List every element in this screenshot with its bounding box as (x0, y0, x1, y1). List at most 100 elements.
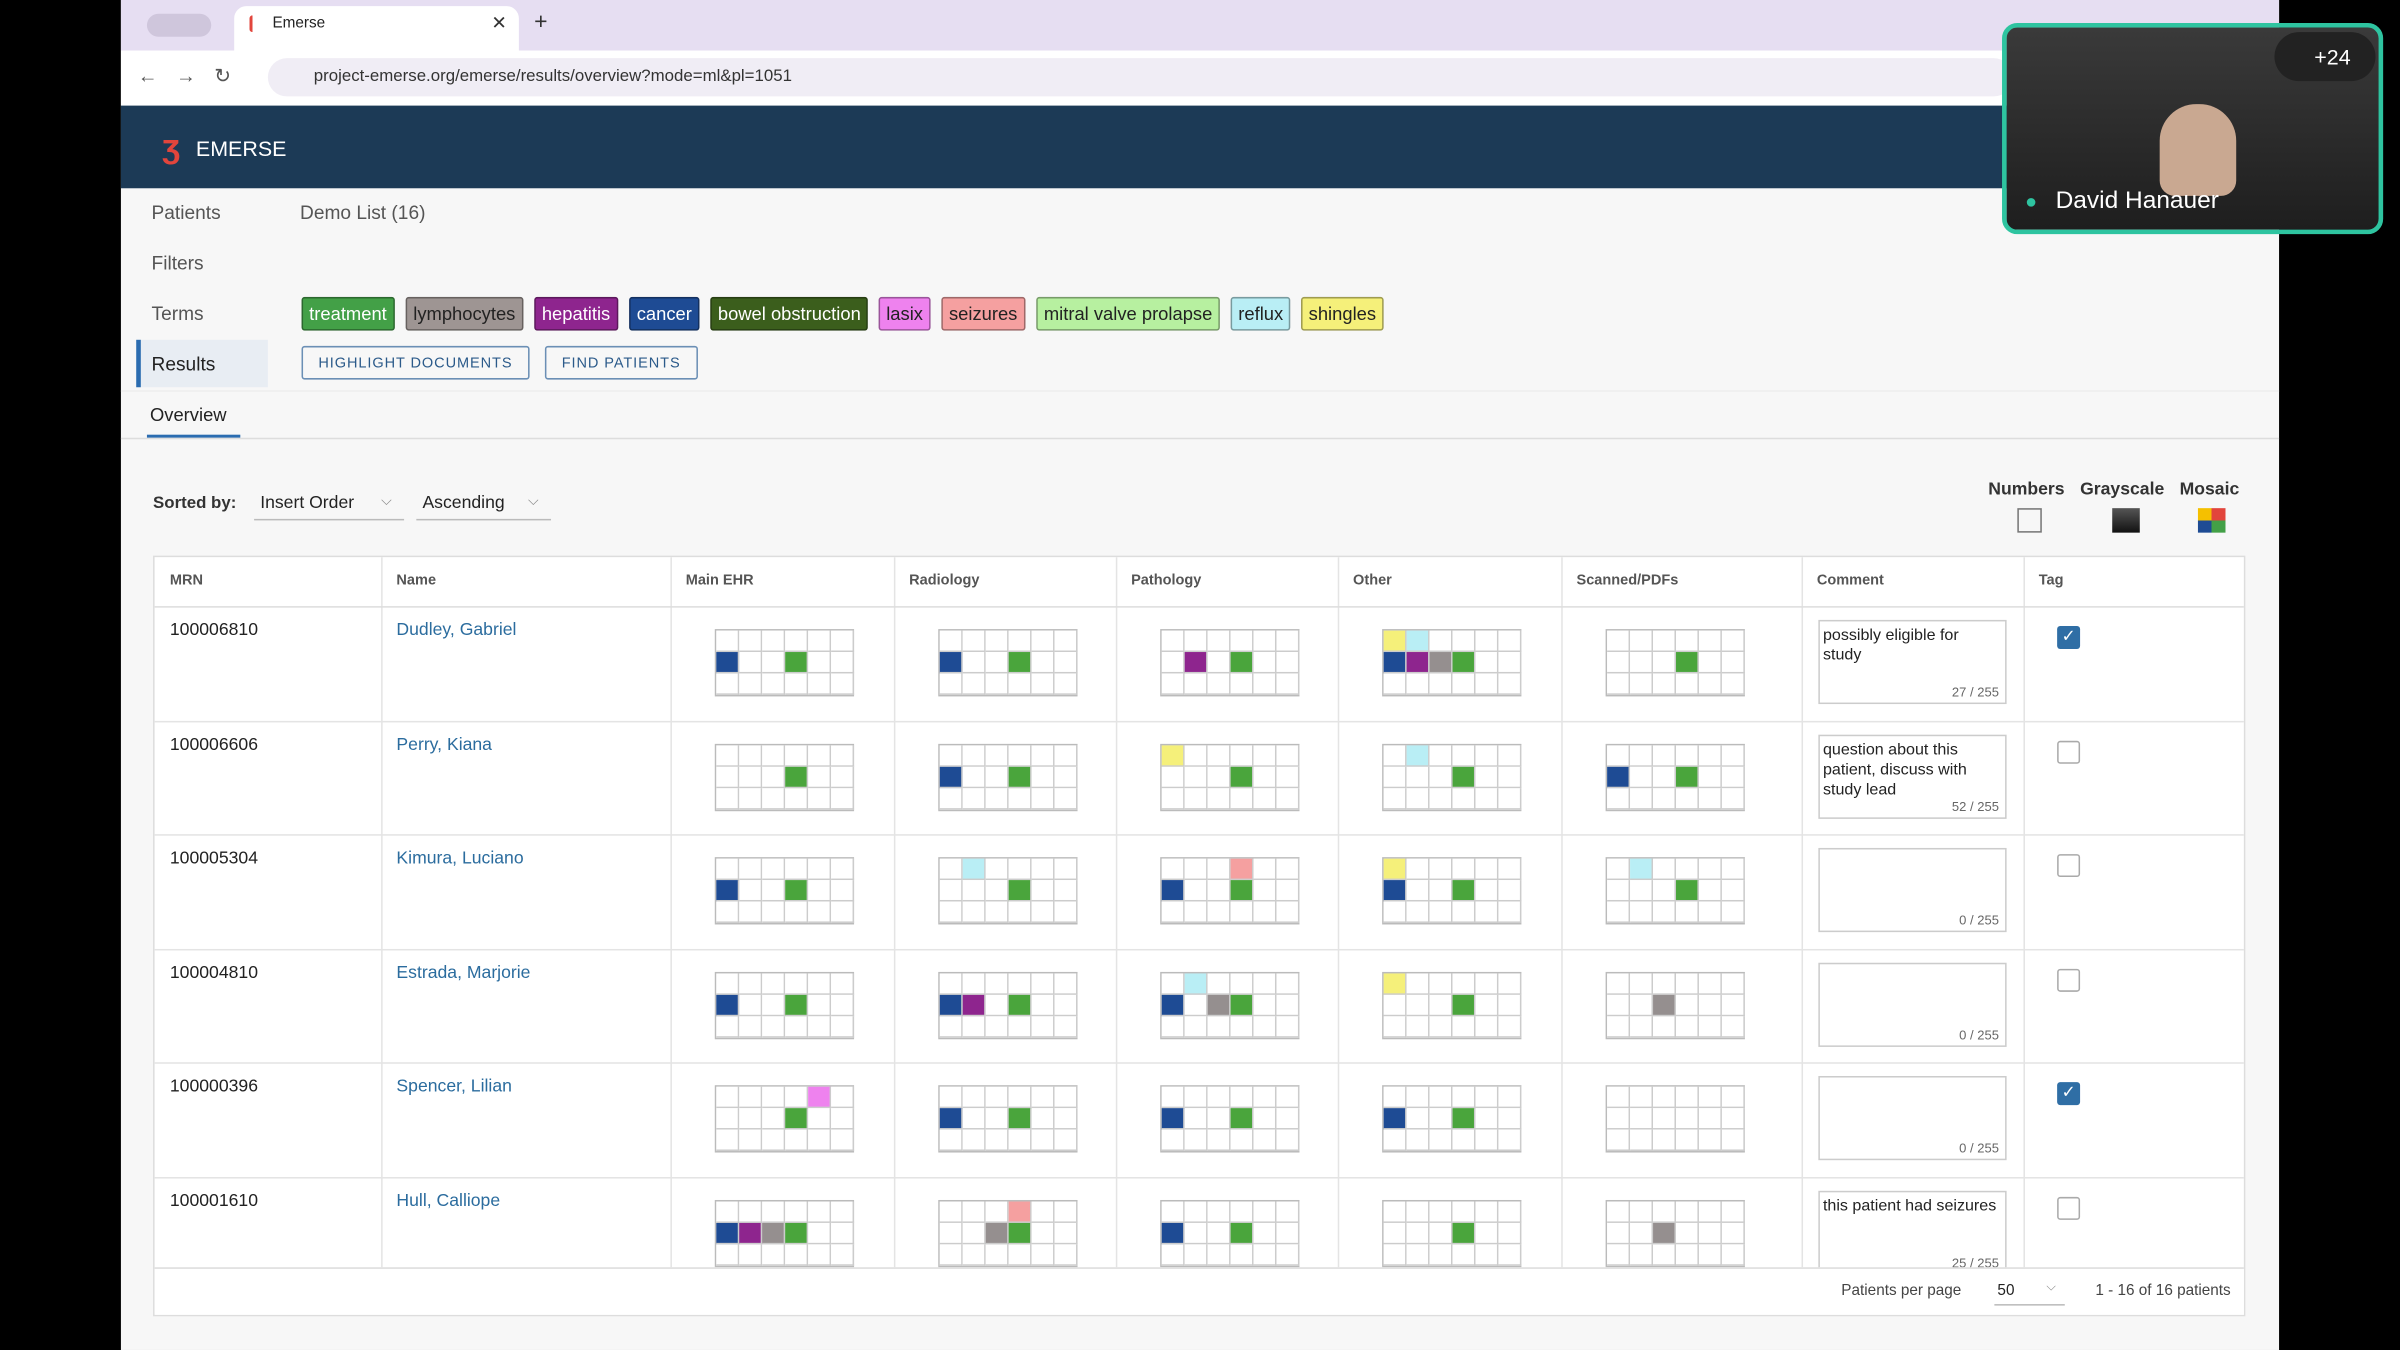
mosaic[interactable] (1160, 1199, 1300, 1268)
mosaic[interactable] (1605, 971, 1745, 1040)
tag-checkbox[interactable] (2057, 854, 2081, 878)
term-chip[interactable]: cancer (629, 296, 700, 331)
mosaic[interactable] (1605, 743, 1745, 812)
mosaic-cell (762, 630, 786, 653)
patient-name[interactable]: Dudley, Gabriel (396, 621, 517, 640)
mosaic[interactable] (938, 743, 1078, 812)
mosaic[interactable] (714, 629, 855, 697)
comment-box[interactable]: 0 / 255 (1818, 962, 2007, 1047)
term-chip[interactable]: bowel obstruction (710, 296, 869, 331)
icon-grayscale[interactable] (2112, 508, 2140, 533)
comment-box[interactable]: 0 / 255 (1818, 847, 2007, 933)
tag-checkbox[interactable]: ✓ (2057, 1082, 2081, 1106)
mosaic-cell (1498, 1201, 1522, 1223)
mosaic-cell (1054, 1016, 1078, 1038)
patient-name[interactable]: Spencer, Lilian (396, 1077, 512, 1096)
mosaic-cell (962, 1222, 986, 1245)
mosaic[interactable] (714, 743, 855, 812)
sort-field[interactable]: Insert Order ⌵ (254, 487, 405, 521)
row-rule (154, 720, 2244, 723)
comment-box[interactable]: question about this patient, discuss wit… (1818, 734, 2007, 819)
address-bar[interactable] (267, 58, 2013, 97)
sort-order[interactable]: Ascending ⌵ (416, 487, 552, 521)
patient-name[interactable]: Kimura, Luciano (396, 849, 524, 868)
patient-name[interactable]: Perry, Kiana (396, 736, 492, 755)
mosaic-cell (831, 1016, 855, 1038)
mosaic[interactable] (1605, 857, 1745, 925)
action-button[interactable]: FIND PATIENTS (544, 345, 698, 380)
mosaic-cell (1698, 973, 1722, 995)
nav-item[interactable]: Filters (151, 252, 204, 274)
mosaic-cell (1207, 1222, 1231, 1245)
char-counter: 0 / 255 (1959, 1027, 1999, 1043)
mosaic[interactable] (1605, 629, 1745, 697)
icon-mosaic[interactable] (2197, 508, 2226, 533)
mosaic[interactable] (1160, 629, 1300, 697)
comment-box[interactable]: possibly eligible for study 27 / 255 (1818, 619, 2007, 705)
overview-tab[interactable]: Overview (149, 404, 227, 426)
term-chip[interactable]: lymphocytes (405, 296, 524, 331)
view-mode-label[interactable]: Grayscale (2080, 480, 2165, 499)
mosaic[interactable] (1160, 743, 1300, 812)
mosaic[interactable] (1605, 1199, 1745, 1268)
mosaic-cell (1008, 766, 1032, 789)
term-chip[interactable]: treatment (301, 296, 395, 331)
mosaic[interactable] (1382, 1199, 1522, 1268)
term-chip[interactable]: seizures (941, 296, 1026, 331)
mosaic[interactable] (1382, 743, 1522, 812)
view-mode-label[interactable]: Numbers (1988, 480, 2065, 499)
tag-checkbox[interactable] (2057, 1196, 2081, 1220)
mosaic-cell (1184, 745, 1208, 767)
mosaic[interactable] (714, 857, 855, 925)
nav-item[interactable]: Terms (151, 303, 204, 325)
mosaic-cell (1406, 880, 1430, 902)
mosaic-cell (831, 858, 855, 881)
patient-name[interactable]: Estrada, Marjorie (396, 964, 531, 983)
tag-checkbox[interactable] (2057, 968, 2081, 992)
mosaic-cell (1207, 630, 1231, 653)
mosaic-cell (939, 1129, 963, 1152)
icon-numbers[interactable] (2017, 508, 2042, 533)
comment-box[interactable]: this patient had seizures 25 / 255 (1818, 1190, 2007, 1275)
mosaic[interactable] (1382, 1085, 1522, 1153)
mosaic[interactable] (938, 629, 1078, 697)
action-button[interactable]: HIGHLIGHT DOCUMENTS (301, 345, 530, 380)
mosaic[interactable] (1160, 1085, 1300, 1153)
term-chip[interactable]: reflux (1230, 296, 1291, 331)
mosaic[interactable] (1382, 857, 1522, 925)
mosaic[interactable] (1382, 971, 1522, 1040)
mosaic[interactable] (714, 971, 855, 1040)
tab-close[interactable]: ✕ (491, 12, 507, 34)
comment-box[interactable]: 0 / 255 (1818, 1076, 2007, 1161)
active-tab[interactable] (234, 6, 519, 51)
mosaic[interactable] (714, 1085, 855, 1153)
mosaic[interactable] (1160, 857, 1300, 925)
mosaic-cell (762, 901, 786, 923)
mosaic[interactable] (938, 1199, 1078, 1268)
nav-buttons[interactable]: ←→↻ (137, 64, 250, 88)
tag-checkbox[interactable] (2057, 740, 2081, 764)
term-chip[interactable]: hepatitis (534, 296, 618, 331)
view-mode-label[interactable]: Mosaic (2179, 480, 2240, 499)
patient-name[interactable]: Hull, Calliope (396, 1192, 501, 1211)
mosaic[interactable] (938, 971, 1078, 1040)
mosaic-cell (1698, 788, 1722, 810)
new-tab[interactable]: + (534, 9, 548, 36)
mosaic[interactable] (938, 1085, 1078, 1153)
mosaic[interactable] (1605, 1085, 1745, 1153)
mosaic[interactable] (1382, 629, 1522, 697)
mosaic-cell (716, 788, 740, 810)
term-chip[interactable]: lasix (878, 296, 931, 331)
nav-item[interactable]: Results (151, 353, 216, 375)
tag-checkbox[interactable]: ✓ (2057, 626, 2081, 649)
mosaic-cell (1698, 1222, 1722, 1245)
mosaic-cell (1653, 766, 1677, 789)
sort-field-text: Insert Order (260, 494, 355, 513)
term-chip[interactable]: shingles (1301, 296, 1384, 331)
per-page-select[interactable]: 50 ⌵ (1994, 1277, 2065, 1306)
mosaic[interactable] (938, 857, 1078, 925)
mosaic[interactable] (714, 1199, 855, 1268)
mosaic[interactable] (1160, 971, 1300, 1040)
term-chip[interactable]: mitral valve prolapse (1036, 296, 1220, 331)
nav-item[interactable]: Patients (151, 202, 221, 224)
